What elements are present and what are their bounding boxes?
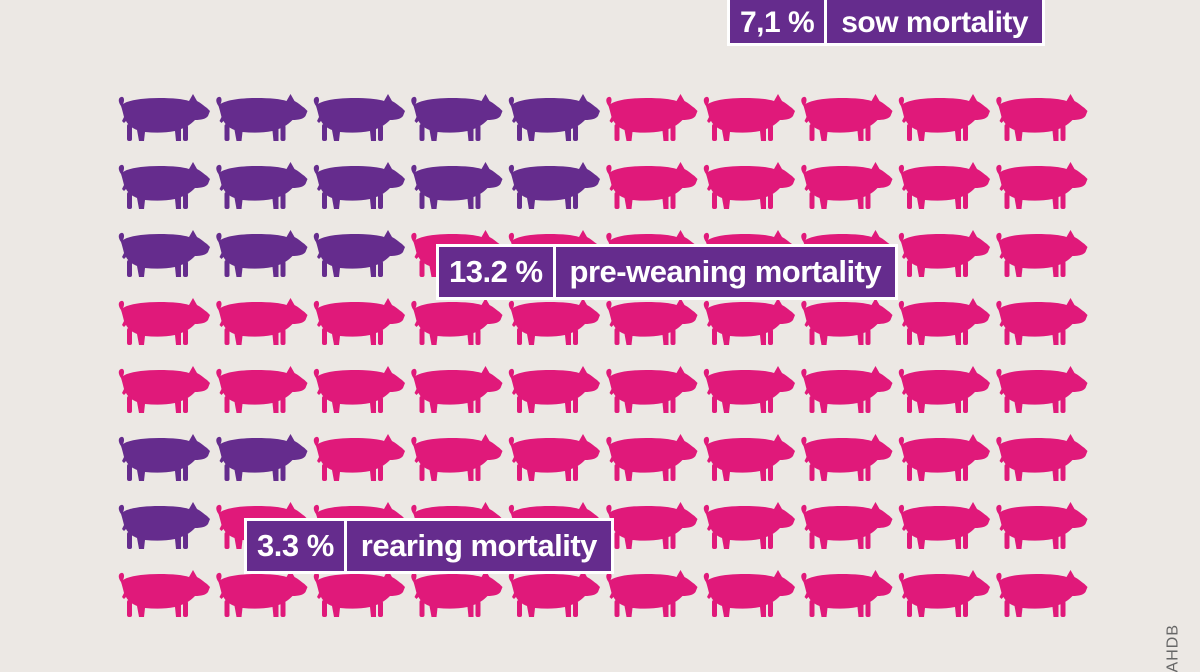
pig-icon <box>703 298 795 345</box>
pig-icon <box>411 162 503 209</box>
pig-icon <box>996 162 1088 209</box>
pig-icon <box>898 94 990 141</box>
pig-icon <box>118 94 210 141</box>
pig-icon <box>118 502 210 549</box>
pig-icon <box>801 298 893 345</box>
pig-icon <box>996 298 1088 345</box>
pig-icon <box>606 502 698 549</box>
pig-icon <box>606 162 698 209</box>
pig-icon <box>118 366 210 413</box>
pig-icon <box>898 570 990 617</box>
pig-icon <box>703 434 795 481</box>
pig-icon <box>216 570 308 617</box>
sow-mortality-label: 7,1 % sow mortality <box>727 0 1046 46</box>
pig-icon <box>996 230 1088 277</box>
pig-icon <box>801 570 893 617</box>
preweaning-mortality-text: pre-weaning mortality <box>555 247 896 297</box>
preweaning-mortality-value: 13.2 % <box>439 247 553 297</box>
pig-icon <box>703 570 795 617</box>
rearing-mortality-text: rearing mortality <box>346 521 611 571</box>
pig-icon <box>801 434 893 481</box>
pig-icon <box>313 94 405 141</box>
pig-icon <box>703 366 795 413</box>
pig-icon <box>411 366 503 413</box>
pig-icon <box>411 298 503 345</box>
pig-icon <box>703 162 795 209</box>
pig-icon <box>216 298 308 345</box>
pig-icon <box>118 434 210 481</box>
rearing-mortality-label: 3.3 % rearing mortality <box>244 518 614 574</box>
pig-icon <box>216 162 308 209</box>
pig-icon <box>216 434 308 481</box>
pig-icon <box>606 570 698 617</box>
pig-icon <box>898 502 990 549</box>
pig-icon <box>411 434 503 481</box>
pig-icon <box>411 570 503 617</box>
pig-icon <box>996 502 1088 549</box>
sow-mortality-text: sow mortality <box>827 0 1043 43</box>
pig-icon <box>118 230 210 277</box>
pig-icon <box>996 434 1088 481</box>
pig-icon <box>313 298 405 345</box>
pig-icon <box>216 94 308 141</box>
pig-icon <box>996 366 1088 413</box>
pig-icon <box>606 434 698 481</box>
pig-icon <box>606 94 698 141</box>
pig-icon <box>898 366 990 413</box>
pig-icon <box>313 162 405 209</box>
pig-icon <box>216 230 308 277</box>
pig-icon <box>898 298 990 345</box>
pig-icon <box>703 502 795 549</box>
pig-icon <box>606 298 698 345</box>
pig-icon <box>118 570 210 617</box>
pig-icon <box>313 570 405 617</box>
preweaning-mortality-label: 13.2 % pre-weaning mortality <box>436 244 899 300</box>
rearing-mortality-value: 3.3 % <box>247 521 344 571</box>
pig-icon <box>508 570 600 617</box>
pig-icon <box>898 230 990 277</box>
pig-icon <box>898 162 990 209</box>
pig-icon <box>801 94 893 141</box>
pig-icon <box>898 434 990 481</box>
pig-icon <box>508 162 600 209</box>
pig-icon <box>508 366 600 413</box>
pig-icon <box>313 230 405 277</box>
pig-icon <box>313 366 405 413</box>
pig-icon <box>703 94 795 141</box>
pig-icon <box>411 94 503 141</box>
pig-icon <box>118 298 210 345</box>
pig-icon <box>801 162 893 209</box>
pig-icon <box>508 94 600 141</box>
pig-icon <box>606 366 698 413</box>
source-credit: AHDB <box>1164 624 1181 672</box>
pig-icon <box>313 434 405 481</box>
pig-icon <box>996 94 1088 141</box>
pig-icon <box>118 162 210 209</box>
pig-icon <box>801 502 893 549</box>
pig-icon <box>508 434 600 481</box>
pig-icon <box>216 366 308 413</box>
pig-icon <box>508 298 600 345</box>
pig-icon <box>996 570 1088 617</box>
pig-icon <box>801 366 893 413</box>
sow-mortality-value: 7,1 % <box>730 0 825 43</box>
